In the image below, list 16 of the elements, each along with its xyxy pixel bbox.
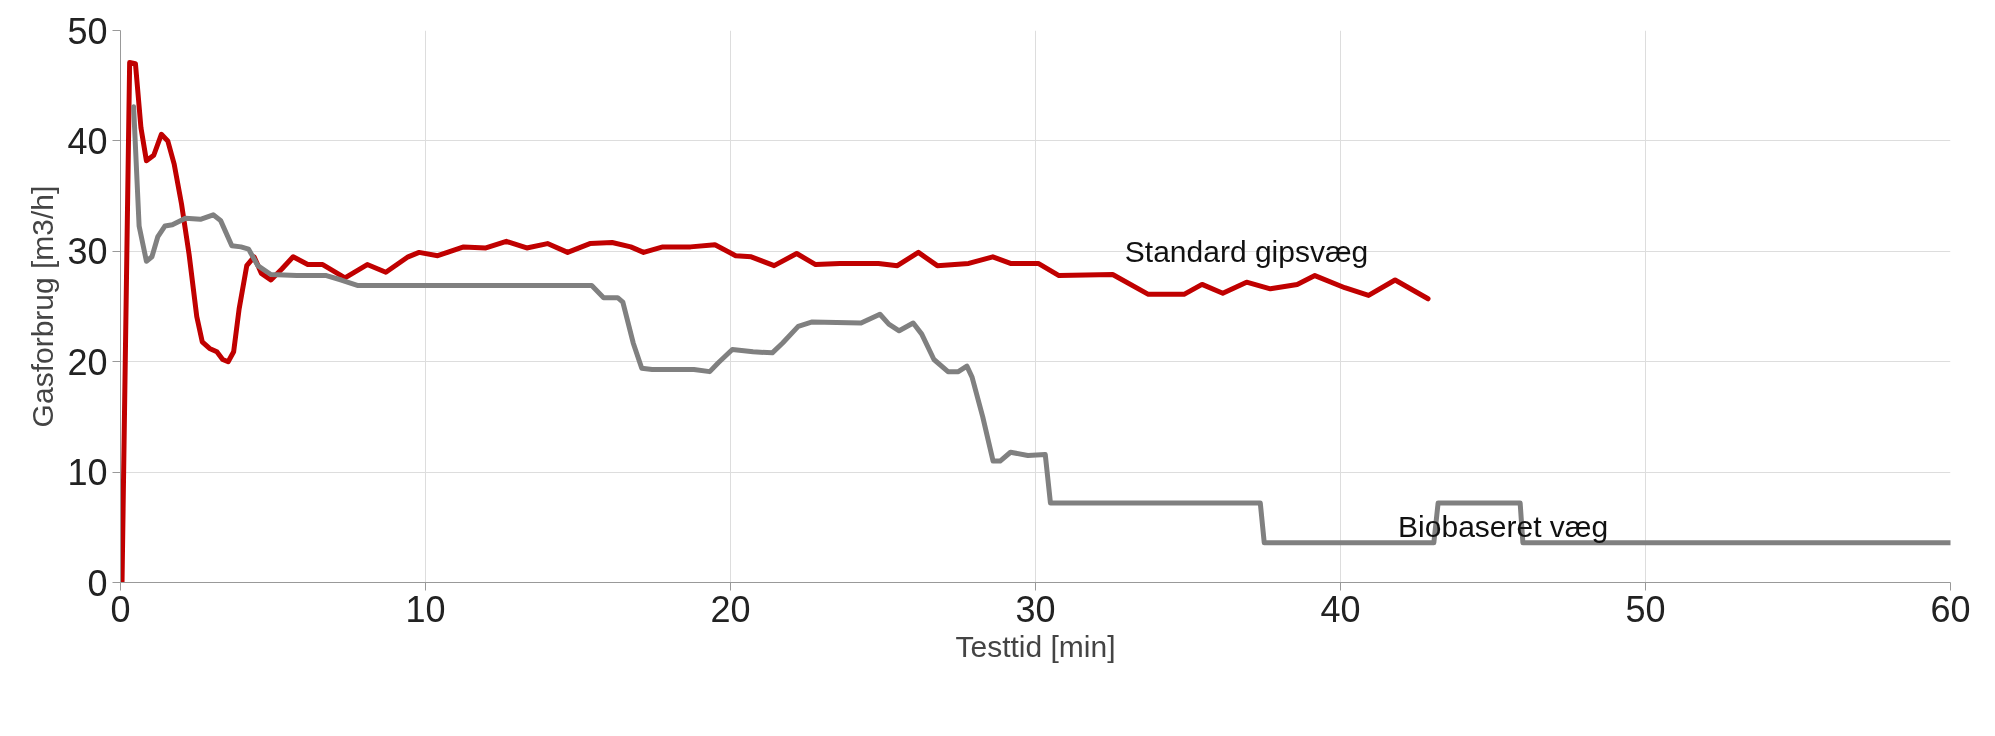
y-tick-label: 0 [87, 562, 108, 604]
series-label: Biobaseret væg [1398, 510, 1609, 544]
y-tick-label: 50 [67, 10, 108, 52]
y-tick-label: 40 [67, 120, 108, 162]
x-tick-label: 30 [1015, 588, 1056, 630]
x-tick-label: 20 [710, 588, 751, 630]
x-tick-label: 60 [1930, 588, 1971, 630]
x-tick-label: 10 [405, 588, 446, 630]
series-label: Standard gipsvæg [1124, 235, 1369, 269]
x-tick-label: 50 [1625, 588, 1666, 630]
y-axis-title: Gasforbrug [m3/h] [26, 185, 60, 428]
y-tick-label: 20 [67, 341, 108, 383]
y-tick-label: 10 [67, 452, 108, 494]
y-tick-label: 30 [67, 231, 108, 273]
x-axis-title: Testtid [min] [955, 629, 1116, 663]
x-tick-label: 40 [1320, 588, 1361, 630]
